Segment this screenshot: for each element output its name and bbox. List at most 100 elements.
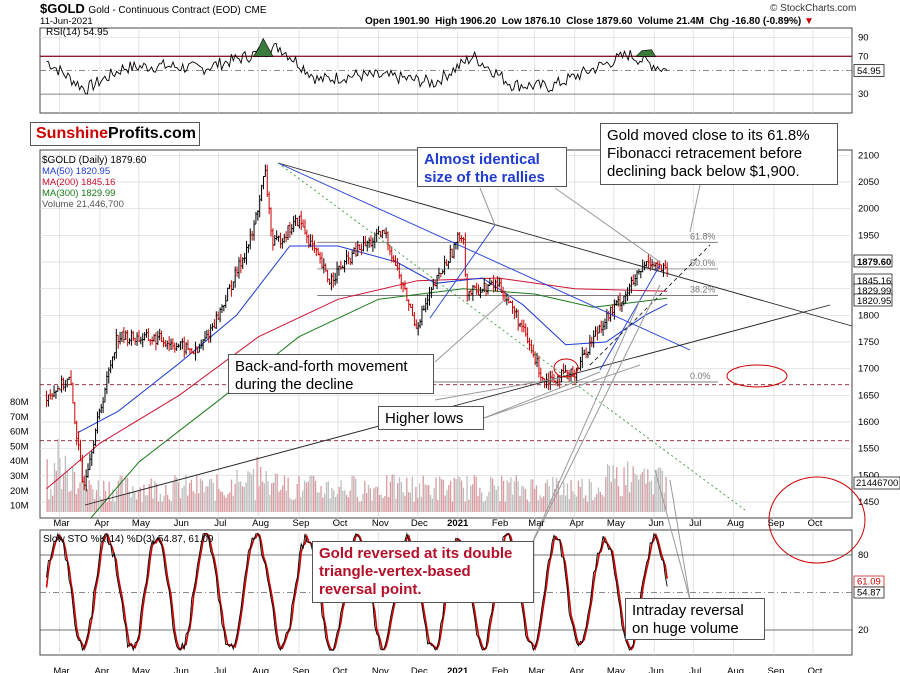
price-tick-label: 1500	[858, 470, 879, 481]
volume-bar	[59, 458, 61, 512]
volume-bar	[334, 496, 337, 512]
volume-bar	[327, 481, 329, 512]
sto-x-label: May	[607, 666, 625, 673]
fib-annotation: Gold moved close to its 61.8% Fibonacci …	[600, 123, 838, 185]
volume-bar	[597, 487, 600, 512]
volume-bar	[586, 501, 589, 512]
ma50-line	[77, 245, 668, 434]
volume-bar	[241, 486, 244, 512]
volume-bar	[219, 491, 222, 512]
volume-bar	[194, 493, 196, 512]
volume-bar	[90, 484, 92, 512]
volume-bar	[221, 491, 224, 512]
annotation-pointer	[529, 284, 661, 549]
volume-bar	[161, 501, 163, 512]
volume-bar	[292, 500, 295, 512]
volume-bar	[313, 475, 315, 512]
volume-bar	[148, 484, 151, 512]
volume-bar	[645, 483, 647, 512]
volume-bar	[535, 485, 538, 512]
volume-bar	[596, 493, 598, 512]
volume-bar	[192, 491, 194, 512]
sto-x-label: Sep	[767, 666, 784, 673]
price-tick-label: 1750	[858, 337, 879, 348]
volume-bar	[656, 469, 658, 512]
volume-bar	[176, 477, 178, 512]
volume-bar	[367, 484, 370, 512]
volume-bar	[83, 477, 85, 512]
annotation-pointer	[669, 479, 691, 601]
volume-bar	[541, 497, 543, 512]
legend-ma300: MA(300) 1829.99	[42, 188, 116, 199]
rsi-title: RSI(14) 54.95	[46, 27, 109, 38]
volume-bar	[471, 484, 474, 512]
volume-bar	[470, 485, 472, 512]
volume-bar	[601, 494, 603, 512]
volume-bar	[387, 497, 390, 512]
price-x-label: May	[607, 518, 625, 529]
volume-bar	[298, 476, 300, 512]
volume-bar	[234, 483, 236, 512]
volume-bar	[559, 495, 561, 512]
volume-bar	[75, 493, 78, 512]
volume-bar	[491, 478, 494, 512]
volume-bar	[459, 477, 461, 512]
volume-bar	[435, 477, 437, 512]
sto-x-label: Apr	[569, 666, 584, 673]
volume-bar	[185, 474, 187, 512]
volume-bar	[64, 455, 67, 512]
price-x-label: Feb	[492, 518, 508, 529]
volume-bar	[165, 484, 167, 512]
volume-bar	[453, 477, 455, 512]
volume-bar	[170, 501, 172, 512]
volume-bar	[581, 478, 583, 512]
sto-x-label: Apr	[94, 666, 109, 673]
price-tick-label: 1800	[858, 310, 879, 321]
rsi-value-label: 54.95	[857, 66, 881, 77]
volume-tick-label: 60M	[10, 427, 29, 438]
volume-bar	[99, 496, 101, 512]
rsi-overbought-fill	[635, 49, 657, 57]
volume-bar	[468, 499, 470, 512]
volume-bar	[261, 481, 264, 512]
volume-bar	[157, 501, 160, 512]
volume-bar	[380, 494, 382, 512]
volume-bar	[121, 475, 123, 512]
volume-bar	[316, 492, 318, 512]
volume-bar	[457, 475, 459, 512]
volume-bar	[216, 474, 218, 512]
price-x-label: Jul	[689, 518, 701, 529]
price-tick-label: 2000	[858, 204, 879, 215]
volume-bar	[464, 501, 466, 512]
volume-bar	[623, 467, 625, 512]
volume-bar	[199, 478, 202, 512]
volume-bar	[524, 488, 527, 512]
volume-bar	[386, 475, 388, 512]
price-tick-label: 1650	[858, 390, 879, 401]
rsi-overbought-fill	[252, 37, 274, 57]
volume-bar	[177, 482, 180, 512]
rsi-tick-label: 30	[858, 89, 869, 100]
volume-bar	[574, 494, 576, 512]
price-tag-label: 1829.99	[857, 286, 891, 297]
volume-bar	[449, 480, 452, 512]
volume-bar	[358, 501, 360, 512]
price-x-label: Jun	[649, 518, 664, 529]
volume-bar	[342, 490, 344, 512]
volume-bar	[190, 479, 193, 512]
volume-bar	[291, 499, 293, 512]
volume-bar	[48, 499, 50, 512]
volume-bar	[247, 471, 249, 512]
volume-bar	[205, 486, 207, 512]
volume-bar	[240, 481, 242, 512]
volume-bar	[532, 479, 534, 512]
price-tag-label: 1820.95	[857, 296, 891, 307]
price-x-label: Oct	[333, 518, 348, 529]
rsi-value-tag	[853, 64, 885, 77]
volume-bar	[384, 496, 386, 512]
fib-level-label: 38.2%	[690, 285, 716, 295]
volume-bar	[605, 476, 607, 512]
sto-x-label: Jul	[689, 666, 701, 673]
rally-line-1	[429, 224, 496, 319]
volume-bar	[466, 476, 468, 512]
